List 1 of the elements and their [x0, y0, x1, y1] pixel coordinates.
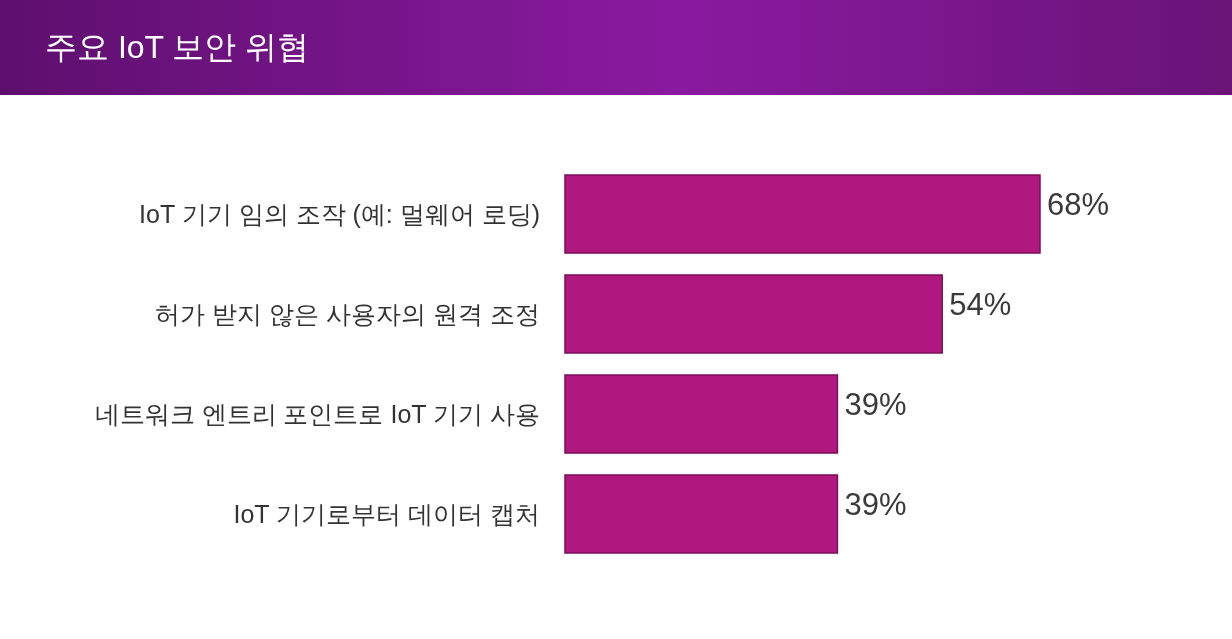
title: 주요 IoT 보안 위협 — [45, 29, 310, 65]
